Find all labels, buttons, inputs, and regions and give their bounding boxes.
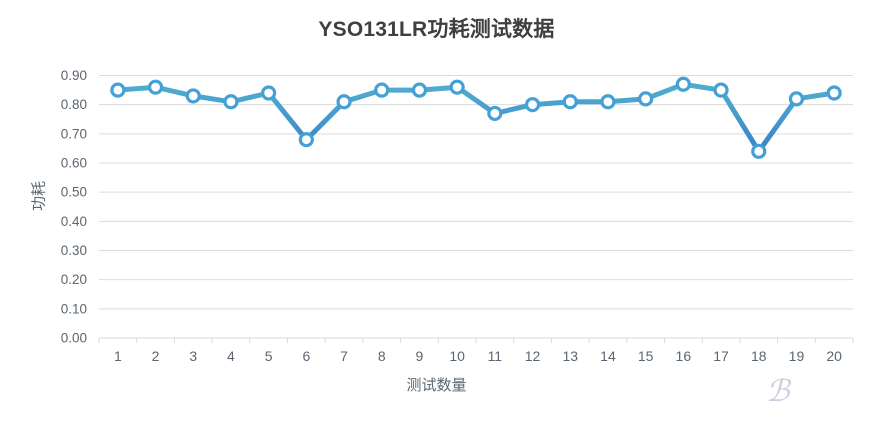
data-point-marker — [261, 85, 277, 101]
data-point-marker — [562, 94, 578, 110]
data-point-marker — [638, 91, 654, 107]
x-tick-label: 4 — [227, 348, 235, 364]
x-tick-label: 16 — [676, 348, 692, 364]
data-point-marker — [713, 82, 729, 98]
x-tick-label: 8 — [378, 348, 386, 364]
data-point-marker — [449, 79, 465, 95]
x-tick-label: 1 — [114, 348, 122, 364]
y-axis-title: 功耗 — [30, 180, 48, 212]
data-point-marker — [223, 94, 239, 110]
x-tick-label: 7 — [340, 348, 348, 364]
data-point-marker — [600, 94, 616, 110]
data-point-marker — [336, 94, 352, 110]
x-tick-label: 20 — [826, 348, 842, 364]
y-tick-label: 0.90 — [61, 68, 87, 83]
data-point-marker — [826, 85, 842, 101]
data-point-marker — [147, 79, 164, 95]
x-tick-label: 3 — [189, 348, 197, 364]
data-point-marker — [374, 82, 390, 98]
data-point-marker — [487, 105, 503, 122]
data-point-marker — [751, 143, 767, 159]
y-tick-label: 0.00 — [61, 331, 87, 346]
x-axis-title: 测试数量 — [406, 377, 467, 394]
x-tick-label: 9 — [416, 348, 424, 364]
y-tick-label: 0.60 — [61, 156, 87, 171]
x-tick-label: 11 — [488, 348, 503, 364]
data-point-marker — [185, 88, 201, 104]
x-tick-label: 18 — [751, 348, 767, 364]
data-point-marker — [298, 132, 314, 148]
y-tick-label: 0.80 — [61, 97, 87, 112]
x-tick-label: 13 — [562, 348, 578, 364]
x-tick-label: 10 — [449, 348, 465, 364]
data-point-marker — [110, 82, 126, 98]
y-tick-label: 0.20 — [61, 272, 87, 287]
x-tick-label: 12 — [525, 348, 541, 364]
x-tick-label: 6 — [302, 348, 310, 364]
x-tick-label: 15 — [638, 348, 654, 364]
watermark-script-b-icon: ℬ — [766, 374, 790, 409]
y-tick-label: 0.40 — [61, 214, 87, 229]
y-tick-label: 0.70 — [61, 126, 87, 141]
y-tick-label: 0.50 — [61, 185, 87, 200]
y-tick-label: 0.10 — [61, 301, 87, 316]
x-tick-label: 5 — [265, 348, 273, 364]
data-point-marker — [411, 82, 428, 98]
x-tick-label: 14 — [600, 348, 616, 364]
data-point-marker — [524, 97, 541, 113]
x-tick-label: 19 — [789, 348, 805, 364]
x-tick-label: 2 — [152, 348, 160, 364]
chart-title: YSO131LR功耗测试数据 — [318, 18, 555, 41]
x-tick-label: 17 — [713, 348, 729, 364]
y-tick-label: 0.30 — [61, 243, 87, 258]
data-point-marker — [788, 91, 805, 107]
data-point-marker — [675, 76, 691, 92]
